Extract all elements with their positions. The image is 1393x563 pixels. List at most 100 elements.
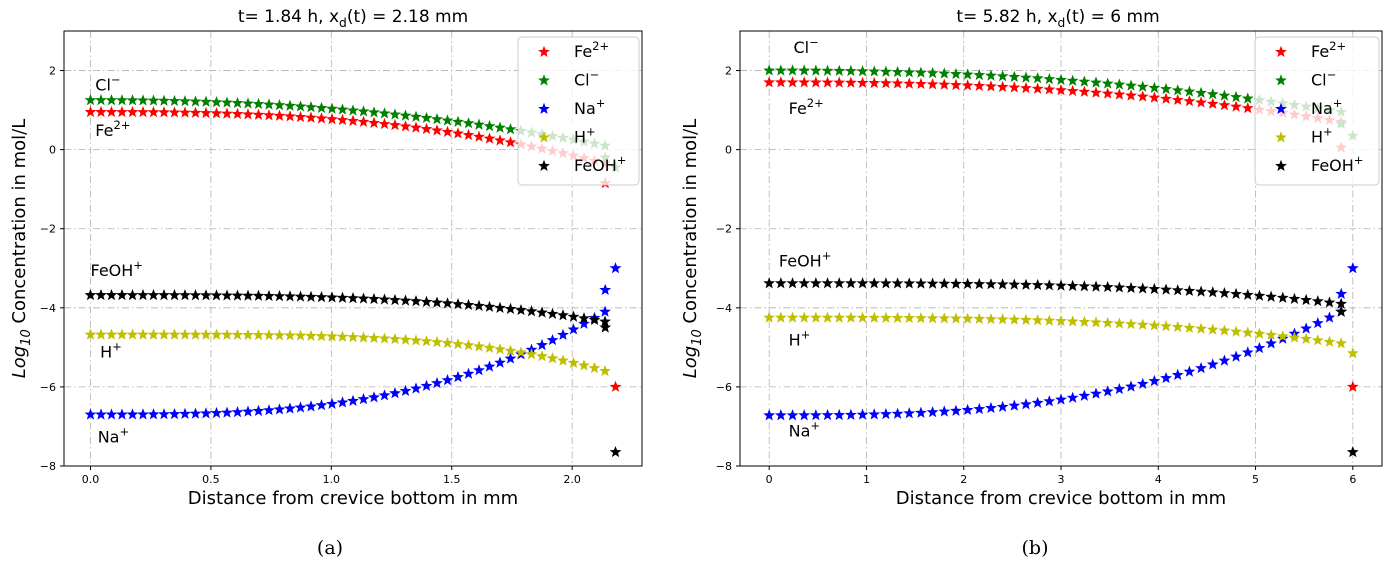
data-point xyxy=(1008,399,1021,411)
data-point xyxy=(147,408,160,420)
data-point xyxy=(1323,296,1336,308)
data-point xyxy=(336,396,349,408)
data-point xyxy=(305,329,317,341)
data-point xyxy=(189,289,202,301)
data-point xyxy=(389,332,401,345)
data-point xyxy=(336,113,349,126)
annotation-feoh-part: + xyxy=(822,248,832,262)
data-point xyxy=(609,380,622,392)
data-point xyxy=(273,329,286,341)
data-point xyxy=(1335,297,1348,309)
data-point xyxy=(1346,380,1359,392)
legend-entry-feoh-part: FeOH xyxy=(1311,156,1354,175)
data-point xyxy=(1125,89,1137,101)
data-point xyxy=(210,96,223,108)
data-point xyxy=(950,78,962,91)
annotation-na-part: Na xyxy=(789,421,811,440)
data-point xyxy=(378,117,391,130)
data-point xyxy=(1020,313,1032,326)
data-point xyxy=(763,409,776,421)
data-point xyxy=(1078,85,1091,97)
chart-title-part: (t) = 2.18 mm xyxy=(347,7,468,27)
legend-entry-cl-part: Cl xyxy=(574,71,590,90)
data-point xyxy=(1113,281,1126,293)
data-point xyxy=(926,277,939,289)
data-point xyxy=(420,122,433,135)
data-point xyxy=(504,123,517,135)
data-point xyxy=(399,120,412,132)
legend-entry-fe-part: Fe xyxy=(574,42,592,61)
data-point xyxy=(410,382,422,394)
data-point xyxy=(844,64,857,77)
data-point xyxy=(147,328,160,340)
data-point xyxy=(1078,389,1091,401)
data-point xyxy=(441,125,454,137)
data-point xyxy=(399,294,412,306)
data-point xyxy=(1218,89,1231,101)
data-point xyxy=(1043,279,1056,291)
data-point xyxy=(1241,288,1254,300)
data-point xyxy=(494,134,506,146)
legend-entry-cl-part: − xyxy=(1327,68,1337,82)
x-tick-label: 1.5 xyxy=(443,473,461,486)
data-point xyxy=(833,311,846,323)
data-point xyxy=(588,362,601,374)
data-point xyxy=(368,292,380,305)
data-point xyxy=(1311,316,1324,329)
data-point xyxy=(1136,90,1149,102)
data-point xyxy=(273,403,286,415)
data-point xyxy=(938,277,951,289)
data-point xyxy=(378,332,391,344)
series-na xyxy=(84,262,622,420)
annotation-feoh: FeOH+ xyxy=(779,248,831,270)
x-tick-label: 4 xyxy=(1155,473,1162,486)
y-axis-label-sub: 10 xyxy=(690,329,705,345)
data-point xyxy=(821,409,834,421)
data-point xyxy=(231,107,244,120)
data-point xyxy=(431,296,443,308)
data-point xyxy=(1113,78,1126,90)
data-point xyxy=(389,293,401,306)
data-point xyxy=(221,107,233,119)
data-point xyxy=(252,328,265,341)
data-point xyxy=(833,408,846,421)
data-point xyxy=(105,288,118,301)
data-point xyxy=(985,313,997,325)
data-point xyxy=(1206,97,1219,109)
y-axis-label-log: Log xyxy=(680,346,701,378)
data-point xyxy=(168,289,181,301)
data-point xyxy=(116,94,128,106)
data-point xyxy=(763,311,776,323)
data-point xyxy=(833,64,846,76)
data-point xyxy=(189,106,202,118)
data-point xyxy=(798,409,811,421)
y-tick-label: −2 xyxy=(716,223,732,236)
data-point xyxy=(1195,285,1207,297)
data-point xyxy=(1195,96,1207,108)
data-point xyxy=(599,364,611,377)
data-point xyxy=(158,328,170,340)
data-point xyxy=(95,288,107,301)
data-point xyxy=(588,313,601,325)
data-point xyxy=(938,312,951,324)
data-point xyxy=(336,291,349,303)
data-point xyxy=(242,108,254,120)
data-point xyxy=(973,277,986,290)
data-point xyxy=(915,66,927,78)
data-point xyxy=(1241,101,1254,114)
data-point xyxy=(284,402,296,414)
data-point xyxy=(599,283,612,296)
data-point xyxy=(1171,84,1184,96)
data-point xyxy=(1160,320,1172,332)
data-point xyxy=(221,96,233,108)
data-point xyxy=(996,70,1009,82)
data-point xyxy=(200,328,212,340)
data-point xyxy=(973,68,986,81)
data-point xyxy=(1020,398,1032,410)
data-point xyxy=(1183,321,1196,333)
data-point xyxy=(1101,316,1114,329)
data-point xyxy=(1113,88,1126,100)
data-point xyxy=(1125,281,1137,294)
legend-marker xyxy=(538,159,550,172)
data-point xyxy=(210,406,223,419)
